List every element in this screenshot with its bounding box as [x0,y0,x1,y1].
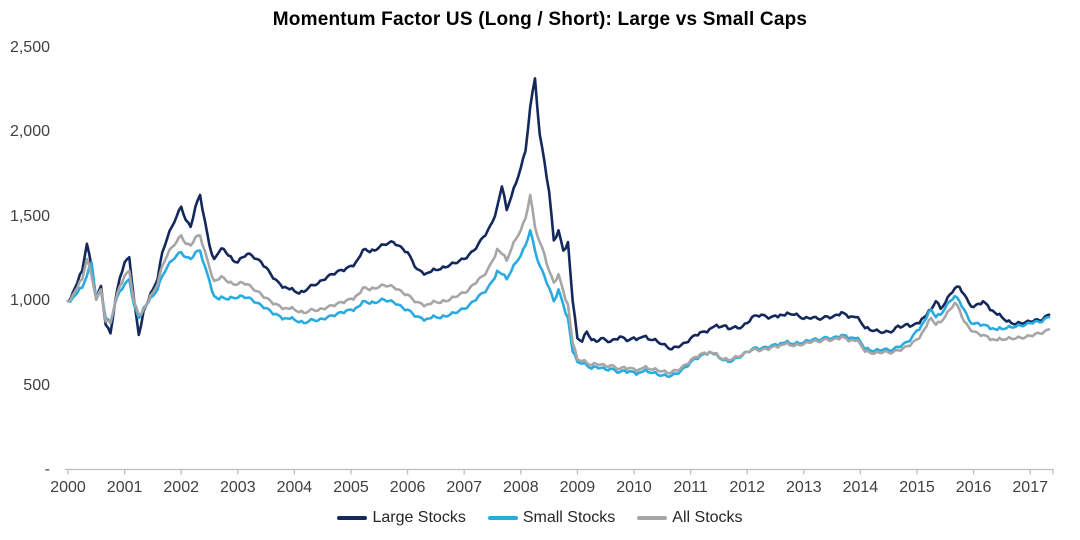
y-axis-label: 2,000 [9,123,50,141]
legend-label-large-stocks: Large Stocks [372,509,466,526]
legend-swatch-large-stocks [337,516,368,520]
x-axis-label: 2014 [842,479,879,496]
y-axis-label: 1,500 [9,207,50,225]
legend-swatch-small-stocks [487,516,518,520]
series-line-small-stocks [66,229,1051,379]
legend-label-small-stocks: Small Stocks [522,509,616,526]
y-axis-label: - [44,461,50,478]
y-axis-label: 2,500 [9,39,50,56]
chart-title: Momentum Factor US (Long / Short): Large… [272,9,808,30]
x-axis-label: 2000 [50,479,86,496]
y-axis-label: 500 [23,376,50,394]
x-axis-label: 2009 [559,479,596,496]
x-axis-label: 2013 [786,479,822,496]
x-axis-label: 2003 [220,479,256,496]
y-axis-label: 1,000 [9,292,50,310]
legend-item-all-stocks: All Stocks [637,509,743,527]
series-line-all-stocks [66,193,1051,375]
legend-swatch-all-stocks [637,516,668,520]
x-axis-label: 2005 [333,479,369,496]
series-line-large-stocks [66,77,1051,351]
x-axis-label: 2001 [106,479,143,496]
x-axis-label: 2017 [1012,479,1048,496]
legend-label-all-stocks: All Stocks [672,509,743,526]
legend: Large Stocks Small Stocks All Stocks [0,509,1080,527]
legend-item-large-stocks: Large Stocks [337,509,466,527]
x-axis-label: 2015 [899,479,935,496]
x-axis-label: 2008 [503,479,539,496]
x-axis-label: 2002 [163,479,199,496]
legend-item-small-stocks: Small Stocks [487,509,616,527]
x-axis-label: 2007 [446,479,482,496]
x-axis-label: 2006 [389,479,426,496]
x-axis-label: 2012 [729,479,765,496]
x-axis-label: 2011 [673,479,708,496]
x-axis-label: 2004 [276,479,313,496]
x-axis-label: 2016 [955,479,992,496]
x-axis-label: 2010 [616,479,652,496]
